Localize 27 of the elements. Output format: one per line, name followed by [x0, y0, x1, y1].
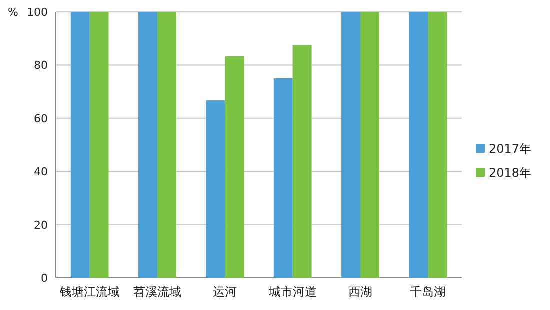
bar — [342, 12, 360, 278]
x-tick-label: 西湖 — [348, 285, 372, 299]
x-tick-label: 城市河道 — [268, 285, 317, 299]
x-tick-label: 运河 — [213, 285, 238, 299]
bar — [428, 12, 448, 278]
bar — [70, 12, 90, 278]
legend-label: 2017年 — [489, 142, 532, 156]
y-tick-label: 40 — [34, 166, 48, 179]
bar — [225, 56, 244, 278]
y-tick-label: 0 — [41, 272, 48, 285]
bar — [90, 12, 109, 278]
bar — [360, 12, 380, 278]
y-axis-title: % — [8, 6, 18, 19]
x-tick-label: 苕溪流域 — [134, 285, 182, 299]
x-tick-label: 钱塘江流域 — [58, 285, 120, 299]
legend-label: 2018年 — [489, 166, 532, 180]
x-tick-label: 千岛湖 — [410, 285, 446, 299]
bar — [409, 12, 428, 278]
bar — [206, 100, 226, 278]
bar — [158, 12, 176, 278]
y-tick-label: 80 — [34, 59, 48, 72]
y-tick-label: 100 — [27, 6, 48, 19]
bar — [138, 12, 158, 278]
y-tick-label: 20 — [34, 218, 48, 232]
y-tick-label: 60 — [34, 112, 48, 126]
bar — [292, 45, 312, 278]
bar — [274, 78, 293, 278]
